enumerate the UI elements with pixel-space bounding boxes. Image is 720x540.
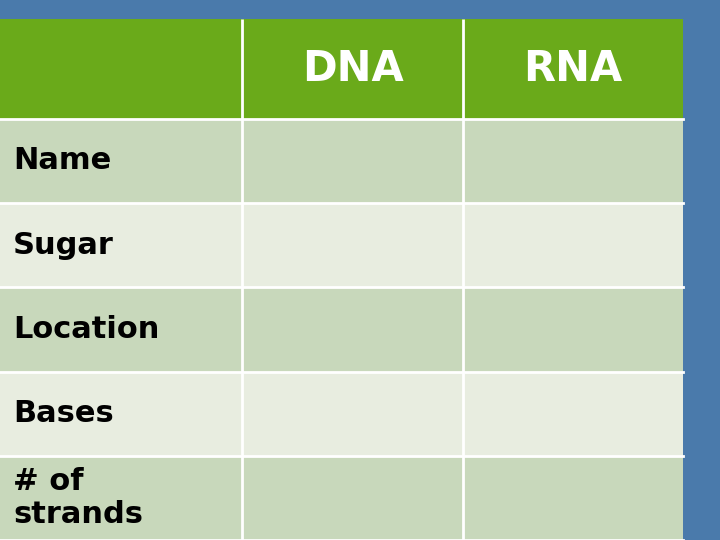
Bar — [0, 456, 243, 540]
Text: # of
strands: # of strands — [13, 467, 143, 529]
Bar — [463, 372, 683, 456]
Bar — [243, 456, 463, 540]
Text: Location: Location — [13, 315, 159, 344]
Bar — [0, 372, 243, 456]
Text: Sugar: Sugar — [13, 231, 114, 260]
Bar — [0, 287, 243, 372]
Bar — [0, 203, 243, 287]
Bar — [463, 19, 683, 119]
Bar — [463, 456, 683, 540]
Bar — [243, 119, 463, 203]
Bar — [243, 372, 463, 456]
Text: Bases: Bases — [13, 399, 114, 428]
Bar — [243, 203, 463, 287]
Bar — [0, 19, 243, 119]
Bar — [243, 19, 463, 119]
Text: Name: Name — [13, 146, 111, 176]
Text: DNA: DNA — [302, 48, 403, 90]
Bar — [463, 119, 683, 203]
Bar — [0, 119, 243, 203]
Text: RNA: RNA — [523, 48, 622, 90]
Bar — [243, 287, 463, 372]
Bar — [463, 287, 683, 372]
Bar — [463, 203, 683, 287]
